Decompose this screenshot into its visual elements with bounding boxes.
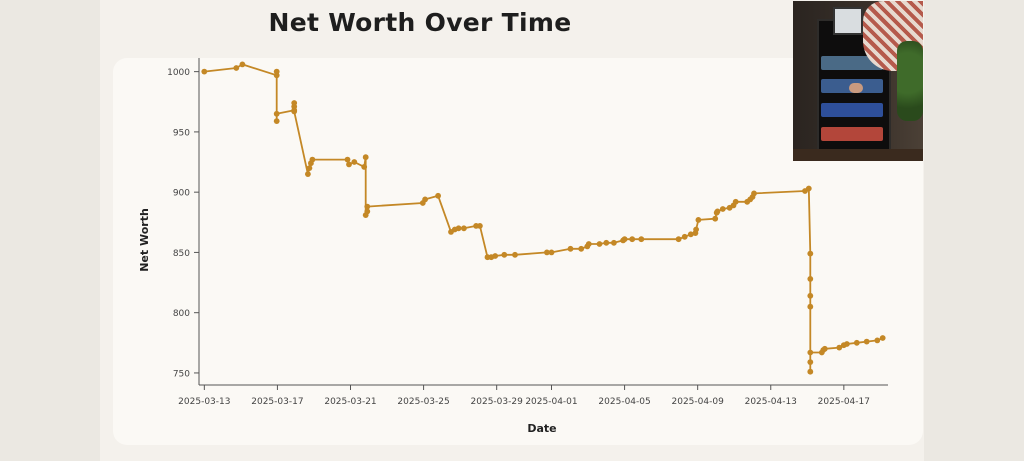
data-point xyxy=(501,251,508,258)
x-axis-label: Date xyxy=(527,422,556,435)
data-point xyxy=(291,108,298,115)
photo-plant xyxy=(897,41,923,121)
data-point xyxy=(364,208,371,215)
y-axis-ticks: 750 800 850 900 950 1000 xyxy=(167,68,199,379)
data-point xyxy=(364,203,371,210)
data-point xyxy=(544,249,550,256)
data-point xyxy=(719,206,726,212)
data-point xyxy=(751,190,757,197)
x-tick-label: 2025-04-13 xyxy=(745,397,797,407)
left-margin-band xyxy=(0,0,100,461)
data-point xyxy=(695,217,702,223)
data-point xyxy=(309,156,316,163)
photo-screen xyxy=(833,7,863,35)
data-point xyxy=(201,68,208,75)
data-point xyxy=(611,239,617,246)
y-tick-label: 750 xyxy=(173,369,190,379)
data-point xyxy=(455,225,462,232)
data-point xyxy=(273,118,280,124)
data-point xyxy=(596,241,603,247)
data-point xyxy=(585,241,592,247)
data-point xyxy=(853,339,860,346)
chart-axes xyxy=(198,58,888,386)
data-point xyxy=(346,161,352,168)
series-line xyxy=(204,63,884,373)
data-point xyxy=(681,233,688,240)
data-point xyxy=(807,303,814,310)
y-tick-label: 950 xyxy=(173,128,190,138)
data-point xyxy=(805,185,812,192)
data-point xyxy=(807,292,814,299)
data-point xyxy=(567,245,574,252)
data-point xyxy=(461,225,467,232)
data-point xyxy=(492,253,499,259)
data-point xyxy=(874,337,881,344)
data-point xyxy=(344,156,351,163)
data-point xyxy=(821,345,828,352)
x-tick-label: 2025-03-29 xyxy=(471,397,524,407)
series-net-worth xyxy=(201,61,886,375)
data-point xyxy=(273,110,280,117)
x-tick-label: 2025-03-21 xyxy=(324,397,376,407)
data-point xyxy=(693,226,699,233)
chart-card xyxy=(113,58,923,445)
data-point xyxy=(629,236,636,243)
inset-photo xyxy=(793,1,923,161)
y-tick-label: 850 xyxy=(173,249,190,259)
x-tick-label: 2025-04-05 xyxy=(598,397,650,407)
x-axis-ticks: 2025-03-13 2025-03-17 2025-03-21 2025-03-25… xyxy=(178,385,870,407)
y-tick-label: 800 xyxy=(173,309,190,319)
data-point xyxy=(732,198,739,205)
data-point xyxy=(578,245,585,252)
data-point xyxy=(807,250,814,257)
data-point xyxy=(291,103,298,110)
y-tick-label: 1000 xyxy=(167,68,190,78)
data-point xyxy=(807,359,814,365)
data-point xyxy=(351,159,358,165)
data-point xyxy=(422,196,428,203)
data-point xyxy=(807,349,814,356)
data-point xyxy=(512,251,518,258)
x-tick-label: 2025-04-01 xyxy=(525,397,577,407)
data-point xyxy=(477,223,483,229)
photo-shelf-3 xyxy=(821,103,883,117)
data-point xyxy=(273,68,280,75)
data-point xyxy=(361,164,368,170)
data-point xyxy=(306,165,313,172)
data-point xyxy=(305,171,311,178)
data-point xyxy=(836,344,843,351)
photo-stand xyxy=(793,149,923,161)
data-point xyxy=(844,341,850,347)
data-point xyxy=(687,231,694,238)
data-point xyxy=(233,65,240,71)
x-tick-label: 2025-04-17 xyxy=(818,397,870,407)
y-axis-label: Net Worth xyxy=(138,208,151,272)
x-tick-label: 2025-04-09 xyxy=(672,397,725,407)
data-point xyxy=(712,215,719,222)
photo-hand xyxy=(849,83,863,93)
data-point xyxy=(863,338,870,345)
data-point xyxy=(239,61,246,68)
data-point xyxy=(675,236,682,243)
data-point xyxy=(879,335,886,341)
data-point xyxy=(603,239,610,246)
data-point xyxy=(435,192,441,199)
x-tick-label: 2025-03-17 xyxy=(251,397,303,407)
right-margin-band xyxy=(924,0,1024,461)
x-tick-label: 2025-03-13 xyxy=(178,397,230,407)
data-point xyxy=(807,368,814,375)
photo-shelf-1 xyxy=(821,56,883,70)
page-title: Net Worth Over Time xyxy=(268,8,572,37)
photo-shelf-4 xyxy=(821,127,883,141)
data-point xyxy=(638,236,645,243)
data-point xyxy=(807,276,814,282)
data-point xyxy=(621,236,628,243)
x-tick-label: 2025-03-25 xyxy=(397,397,449,407)
y-tick-label: 900 xyxy=(173,189,190,199)
data-point xyxy=(548,249,555,256)
data-point xyxy=(714,208,721,215)
data-point xyxy=(362,154,369,161)
